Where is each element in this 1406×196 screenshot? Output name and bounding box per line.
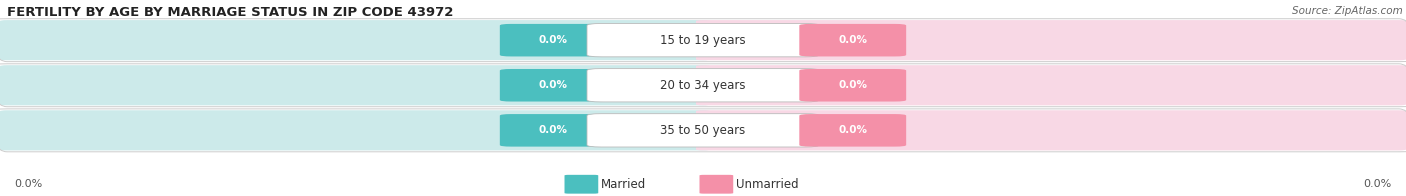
FancyBboxPatch shape bbox=[588, 24, 818, 57]
Text: 0.0%: 0.0% bbox=[838, 80, 868, 90]
Text: 0.0%: 0.0% bbox=[838, 35, 868, 45]
Text: Unmarried: Unmarried bbox=[737, 178, 799, 191]
Text: 15 to 19 years: 15 to 19 years bbox=[661, 34, 745, 47]
Text: 35 to 50 years: 35 to 50 years bbox=[661, 124, 745, 137]
FancyBboxPatch shape bbox=[799, 114, 905, 147]
Text: 0.0%: 0.0% bbox=[838, 125, 868, 135]
FancyBboxPatch shape bbox=[501, 24, 607, 56]
FancyBboxPatch shape bbox=[588, 114, 818, 147]
FancyBboxPatch shape bbox=[588, 69, 818, 102]
Text: 0.0%: 0.0% bbox=[14, 179, 42, 189]
Text: FERTILITY BY AGE BY MARRIAGE STATUS IN ZIP CODE 43972: FERTILITY BY AGE BY MARRIAGE STATUS IN Z… bbox=[7, 6, 453, 19]
FancyBboxPatch shape bbox=[799, 69, 905, 102]
FancyBboxPatch shape bbox=[501, 114, 607, 147]
Text: Source: ZipAtlas.com: Source: ZipAtlas.com bbox=[1292, 6, 1403, 16]
Text: 0.0%: 0.0% bbox=[538, 125, 568, 135]
FancyBboxPatch shape bbox=[699, 175, 734, 194]
FancyBboxPatch shape bbox=[501, 69, 607, 102]
FancyBboxPatch shape bbox=[696, 20, 1406, 60]
FancyBboxPatch shape bbox=[564, 175, 599, 194]
FancyBboxPatch shape bbox=[0, 65, 710, 105]
Text: 0.0%: 0.0% bbox=[538, 35, 568, 45]
FancyBboxPatch shape bbox=[0, 110, 710, 151]
Text: 0.0%: 0.0% bbox=[1364, 179, 1392, 189]
FancyBboxPatch shape bbox=[0, 20, 710, 60]
FancyBboxPatch shape bbox=[696, 110, 1406, 151]
Text: 20 to 34 years: 20 to 34 years bbox=[661, 79, 745, 92]
Text: 0.0%: 0.0% bbox=[538, 80, 568, 90]
FancyBboxPatch shape bbox=[799, 24, 905, 56]
Text: Married: Married bbox=[602, 178, 647, 191]
FancyBboxPatch shape bbox=[696, 65, 1406, 105]
